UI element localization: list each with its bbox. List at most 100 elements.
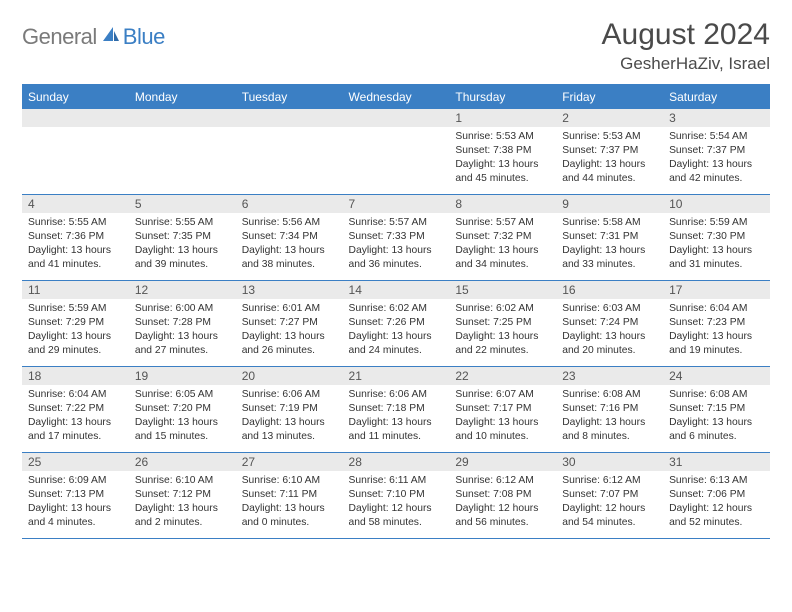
day-number: 2: [556, 109, 663, 127]
sunrise-text: Sunrise: 6:08 AM: [562, 388, 657, 402]
day-number: 13: [236, 281, 343, 299]
day-details: Sunrise: 5:55 AMSunset: 7:36 PMDaylight:…: [22, 213, 129, 276]
daylight-text: Daylight: 13 hours and 39 minutes.: [135, 244, 230, 272]
calendar-day-cell: 30Sunrise: 6:12 AMSunset: 7:07 PMDayligh…: [556, 453, 663, 539]
daylight-text: Daylight: 13 hours and 41 minutes.: [28, 244, 123, 272]
daylight-text: Daylight: 12 hours and 54 minutes.: [562, 502, 657, 530]
sunset-text: Sunset: 7:08 PM: [455, 488, 550, 502]
sunset-text: Sunset: 7:35 PM: [135, 230, 230, 244]
daylight-text: Daylight: 13 hours and 26 minutes.: [242, 330, 337, 358]
day-number: 10: [663, 195, 770, 213]
day-details: Sunrise: 6:13 AMSunset: 7:06 PMDaylight:…: [663, 471, 770, 534]
day-details: Sunrise: 6:03 AMSunset: 7:24 PMDaylight:…: [556, 299, 663, 362]
weekday-header: Saturday: [663, 85, 770, 109]
day-details: Sunrise: 6:09 AMSunset: 7:13 PMDaylight:…: [22, 471, 129, 534]
sunrise-text: Sunrise: 5:59 AM: [28, 302, 123, 316]
sunrise-text: Sunrise: 5:59 AM: [669, 216, 764, 230]
sunset-text: Sunset: 7:19 PM: [242, 402, 337, 416]
sunset-text: Sunset: 7:17 PM: [455, 402, 550, 416]
calendar-week-row: 11Sunrise: 5:59 AMSunset: 7:29 PMDayligh…: [22, 281, 770, 367]
calendar-day-cell: 28Sunrise: 6:11 AMSunset: 7:10 PMDayligh…: [343, 453, 450, 539]
daylight-text: Daylight: 13 hours and 11 minutes.: [349, 416, 444, 444]
sunrise-text: Sunrise: 6:06 AM: [242, 388, 337, 402]
sunrise-text: Sunrise: 6:08 AM: [669, 388, 764, 402]
day-details: Sunrise: 6:10 AMSunset: 7:11 PMDaylight:…: [236, 471, 343, 534]
calendar-day-cell: 27Sunrise: 6:10 AMSunset: 7:11 PMDayligh…: [236, 453, 343, 539]
calendar-day-cell: 26Sunrise: 6:10 AMSunset: 7:12 PMDayligh…: [129, 453, 236, 539]
day-number: 1: [449, 109, 556, 127]
day-number: 19: [129, 367, 236, 385]
day-number: 17: [663, 281, 770, 299]
day-details: Sunrise: 5:57 AMSunset: 7:33 PMDaylight:…: [343, 213, 450, 276]
day-details: Sunrise: 6:06 AMSunset: 7:19 PMDaylight:…: [236, 385, 343, 448]
weekday-header: Tuesday: [236, 85, 343, 109]
day-details: Sunrise: 6:07 AMSunset: 7:17 PMDaylight:…: [449, 385, 556, 448]
header: General Blue August 2024 GesherHaZiv, Is…: [22, 18, 770, 74]
sunrise-text: Sunrise: 6:09 AM: [28, 474, 123, 488]
calendar-week-row: 1 Sunrise: 5:53 AM Sunset: 7:38 PM Daylight…: [22, 109, 770, 195]
day-details: Sunrise: 5:54 AMSunset: 7:37 PMDaylight:…: [663, 127, 770, 190]
brand-part1: General: [22, 24, 97, 50]
day-number: 20: [236, 367, 343, 385]
day-details: Sunrise: 6:04 AMSunset: 7:22 PMDaylight:…: [22, 385, 129, 448]
sunrise-text: Sunrise: 6:05 AM: [135, 388, 230, 402]
day-details: Sunrise: 6:10 AMSunset: 7:12 PMDaylight:…: [129, 471, 236, 534]
sunrise-text: Sunrise: 5:57 AM: [455, 216, 550, 230]
daylight-text: Daylight: 13 hours and 2 minutes.: [135, 502, 230, 530]
calendar-day-cell: 18Sunrise: 6:04 AMSunset: 7:22 PMDayligh…: [22, 367, 129, 453]
calendar-day-cell: 1Sunrise: 5:53 AMSunset: 7:38 PMDaylight…: [449, 109, 556, 195]
calendar-day-cell: 12Sunrise: 6:00 AMSunset: 7:28 PMDayligh…: [129, 281, 236, 367]
calendar-page: General Blue August 2024 GesherHaZiv, Is…: [0, 0, 792, 557]
sunset-text: Sunset: 7:26 PM: [349, 316, 444, 330]
daylight-text: Daylight: 13 hours and 27 minutes.: [135, 330, 230, 358]
calendar-day-cell: 17Sunrise: 6:04 AMSunset: 7:23 PMDayligh…: [663, 281, 770, 367]
daylight-text: Daylight: 13 hours and 4 minutes.: [28, 502, 123, 530]
calendar-day-cell: 3Sunrise: 5:54 AMSunset: 7:37 PMDaylight…: [663, 109, 770, 195]
sunrise-text: Sunrise: 5:53 AM: [562, 130, 657, 144]
calendar-day-cell: 29Sunrise: 6:12 AMSunset: 7:08 PMDayligh…: [449, 453, 556, 539]
calendar-day-cell: 16Sunrise: 6:03 AMSunset: 7:24 PMDayligh…: [556, 281, 663, 367]
sail-icon: [101, 25, 121, 50]
day-details: Sunrise: 5:55 AMSunset: 7:35 PMDaylight:…: [129, 213, 236, 276]
sunrise-text: Sunrise: 6:10 AM: [135, 474, 230, 488]
empty-day-num: [343, 109, 450, 127]
sunrise-text: Sunrise: 6:01 AM: [242, 302, 337, 316]
day-details: Sunrise: 5:53 AMSunset: 7:37 PMDaylight:…: [556, 127, 663, 190]
sunrise-text: Sunrise: 5:58 AM: [562, 216, 657, 230]
calendar-day-cell: 11Sunrise: 5:59 AMSunset: 7:29 PMDayligh…: [22, 281, 129, 367]
sunset-text: Sunset: 7:20 PM: [135, 402, 230, 416]
daylight-text: Daylight: 13 hours and 42 minutes.: [669, 158, 764, 186]
daylight-text: Daylight: 13 hours and 0 minutes.: [242, 502, 337, 530]
daylight-text: Daylight: 13 hours and 13 minutes.: [242, 416, 337, 444]
daylight-text: Daylight: 13 hours and 36 minutes.: [349, 244, 444, 272]
sunset-text: Sunset: 7:10 PM: [349, 488, 444, 502]
weekday-header: Wednesday: [343, 85, 450, 109]
day-details: Sunrise: 5:56 AMSunset: 7:34 PMDaylight:…: [236, 213, 343, 276]
calendar-day-cell: 9Sunrise: 5:58 AMSunset: 7:31 PMDaylight…: [556, 195, 663, 281]
day-details: Sunrise: 6:02 AMSunset: 7:26 PMDaylight:…: [343, 299, 450, 362]
calendar-day-cell: 13Sunrise: 6:01 AMSunset: 7:27 PMDayligh…: [236, 281, 343, 367]
sunset-text: Sunset: 7:32 PM: [455, 230, 550, 244]
sunset-text: Sunset: 7:37 PM: [562, 144, 657, 158]
empty-day-num: [22, 109, 129, 127]
weekday-header: Monday: [129, 85, 236, 109]
calendar-day-cell: [129, 109, 236, 195]
calendar-day-cell: 19Sunrise: 6:05 AMSunset: 7:20 PMDayligh…: [129, 367, 236, 453]
sunrise-text: Sunrise: 5:55 AM: [28, 216, 123, 230]
calendar-day-cell: 21Sunrise: 6:06 AMSunset: 7:18 PMDayligh…: [343, 367, 450, 453]
calendar-week-row: 18Sunrise: 6:04 AMSunset: 7:22 PMDayligh…: [22, 367, 770, 453]
day-number: 22: [449, 367, 556, 385]
day-number: 4: [22, 195, 129, 213]
day-number: 3: [663, 109, 770, 127]
daylight-text: Daylight: 12 hours and 56 minutes.: [455, 502, 550, 530]
sunset-text: Sunset: 7:25 PM: [455, 316, 550, 330]
calendar-day-cell: 23Sunrise: 6:08 AMSunset: 7:16 PMDayligh…: [556, 367, 663, 453]
calendar-day-cell: 6Sunrise: 5:56 AMSunset: 7:34 PMDaylight…: [236, 195, 343, 281]
sunrise-text: Sunrise: 6:02 AM: [349, 302, 444, 316]
day-details: Sunrise: 6:01 AMSunset: 7:27 PMDaylight:…: [236, 299, 343, 362]
day-number: 6: [236, 195, 343, 213]
brand-part2: Blue: [123, 24, 165, 50]
sunset-text: Sunset: 7:38 PM: [455, 144, 550, 158]
daylight-text: Daylight: 13 hours and 33 minutes.: [562, 244, 657, 272]
sunrise-text: Sunrise: 5:54 AM: [669, 130, 764, 144]
